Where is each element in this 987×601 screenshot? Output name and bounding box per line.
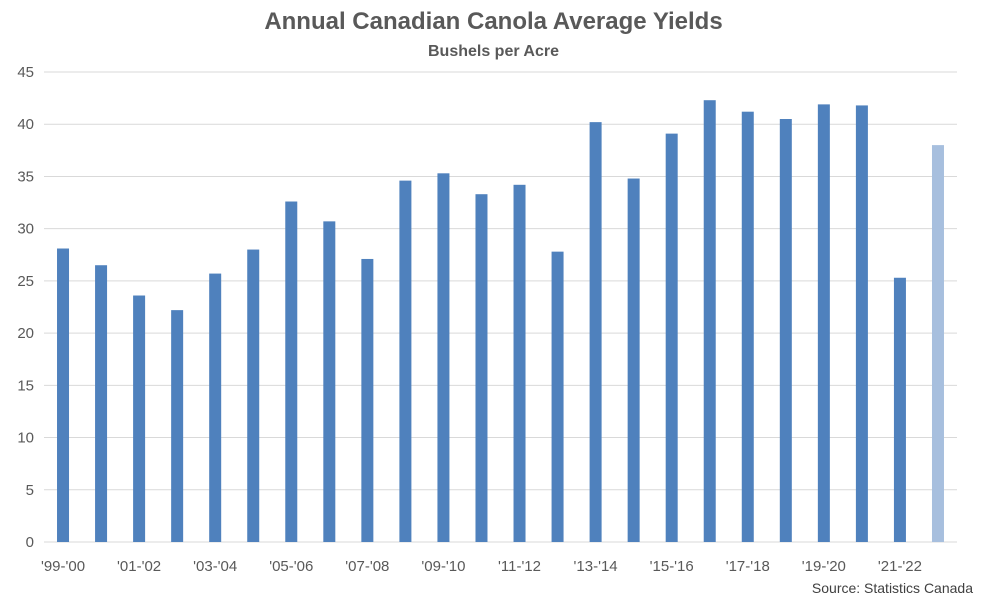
y-tick-label: 30 (17, 221, 34, 238)
x-tick-label: '99-'00 (41, 558, 85, 575)
bar (779, 119, 792, 542)
bar (665, 133, 678, 542)
bar (741, 111, 754, 542)
bar (589, 122, 602, 542)
y-tick-label: 5 (26, 482, 34, 499)
y-tick-label: 20 (17, 325, 34, 342)
y-axis-ticks: 0 5 10 15 20 25 30 35 40 45 (17, 64, 34, 551)
bar (475, 194, 488, 542)
bar (627, 178, 640, 543)
bar (209, 273, 222, 542)
y-tick-label: 0 (26, 534, 34, 551)
x-tick-label: '17-'18 (726, 558, 770, 575)
y-tick-label: 35 (17, 168, 34, 185)
chart-title: Annual Canadian Canola Average Yields (264, 8, 723, 35)
chart-subtitle: Bushels per Acre (427, 43, 559, 60)
y-tick-label: 25 (17, 273, 34, 290)
bar (247, 249, 260, 543)
bar (551, 251, 564, 542)
bar (133, 295, 146, 542)
x-tick-label: '07-'08 (345, 558, 389, 575)
bar (285, 201, 298, 542)
x-tick-label: '09-'10 (421, 558, 465, 575)
x-tick-label: '03-'04 (193, 558, 237, 575)
x-tick-label: '15-'16 (650, 558, 694, 575)
bar (361, 258, 374, 542)
gridlines (44, 71, 957, 543)
x-tick-label: '01-'02 (117, 558, 161, 575)
bar (893, 277, 906, 542)
x-tick-label: '19-'20 (802, 558, 846, 575)
x-tick-label: '21-'22 (878, 558, 922, 575)
source-note: Source: Statistics Canada (811, 580, 973, 596)
bar (95, 265, 108, 542)
bar (437, 173, 450, 543)
bar (513, 184, 526, 543)
bar (171, 310, 184, 542)
bar (57, 248, 70, 542)
x-tick-label: '13-'14 (574, 558, 618, 575)
bar (817, 104, 830, 542)
x-axis-ticks: '99-'00 '01-'02 '03-'04 '05-'06 '07-'08 '09-'… (41, 558, 922, 575)
bar (931, 145, 944, 542)
bar (703, 100, 716, 542)
bar (855, 105, 868, 542)
bars (57, 100, 944, 543)
x-tick-label: '11-'12 (498, 558, 541, 575)
bar (399, 180, 412, 542)
bar (323, 221, 336, 542)
y-tick-label: 40 (17, 116, 34, 133)
y-tick-label: 15 (17, 377, 34, 394)
y-tick-label: 45 (17, 64, 34, 81)
x-tick-label: '05-'06 (269, 558, 313, 575)
y-tick-label: 10 (17, 430, 34, 447)
